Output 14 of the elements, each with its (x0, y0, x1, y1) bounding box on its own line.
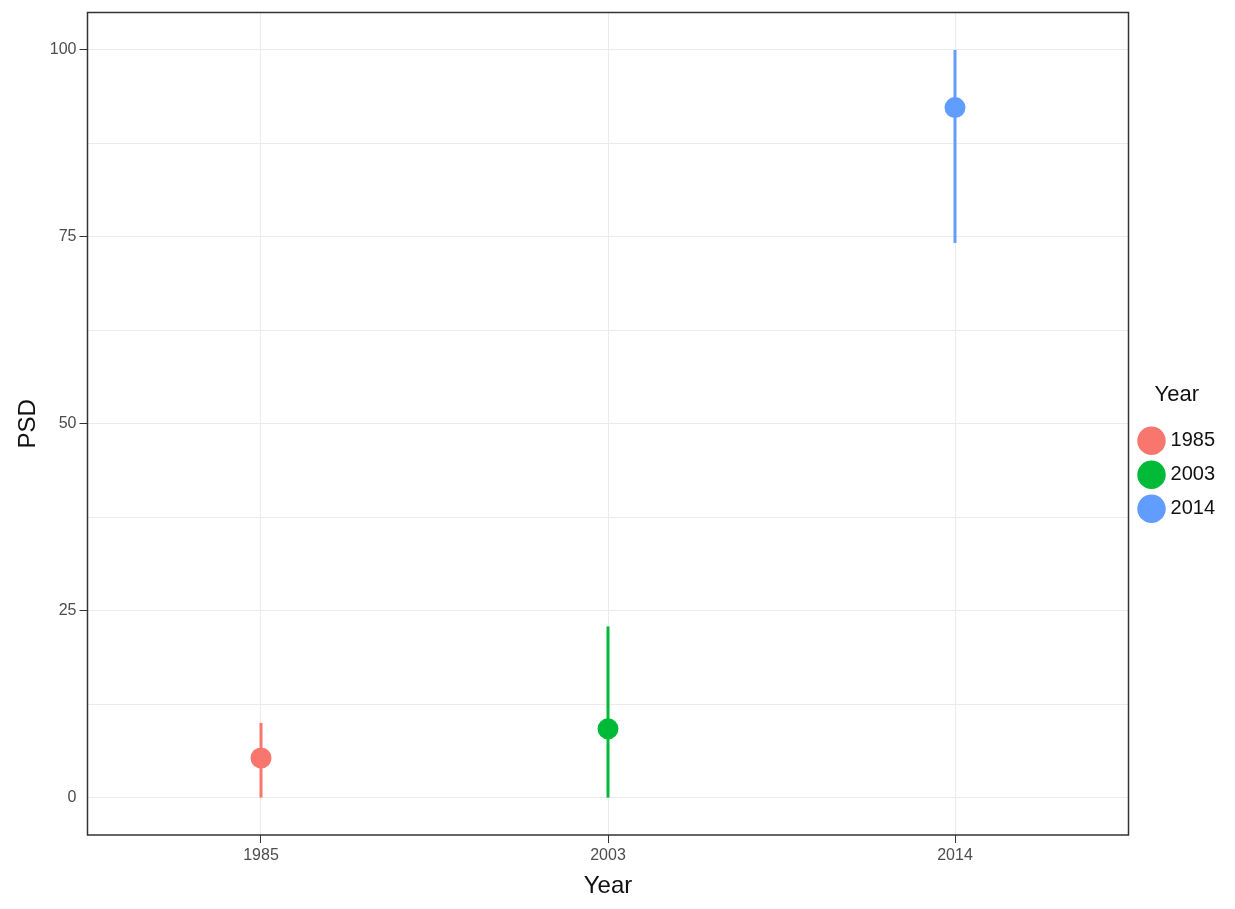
y-tick-label: 50 (58, 414, 77, 432)
legend-title: Year (1154, 381, 1199, 407)
y-axis-title: PSD (13, 399, 41, 449)
y-tick-label: 100 (49, 40, 77, 58)
x-tick-label: 1985 (243, 846, 279, 864)
x-axis-title: Year (583, 871, 633, 899)
y-tick-label: 75 (58, 227, 77, 245)
legend-label: 1985 (1170, 428, 1216, 451)
legend-label: 2014 (1170, 496, 1216, 519)
x-tick-label: 2014 (937, 846, 973, 864)
y-tick-label: 0 (67, 788, 77, 806)
y-tick-label: 25 (58, 601, 77, 619)
x-tick-label: 2003 (590, 846, 626, 864)
legend-label: 2003 (1170, 462, 1216, 485)
